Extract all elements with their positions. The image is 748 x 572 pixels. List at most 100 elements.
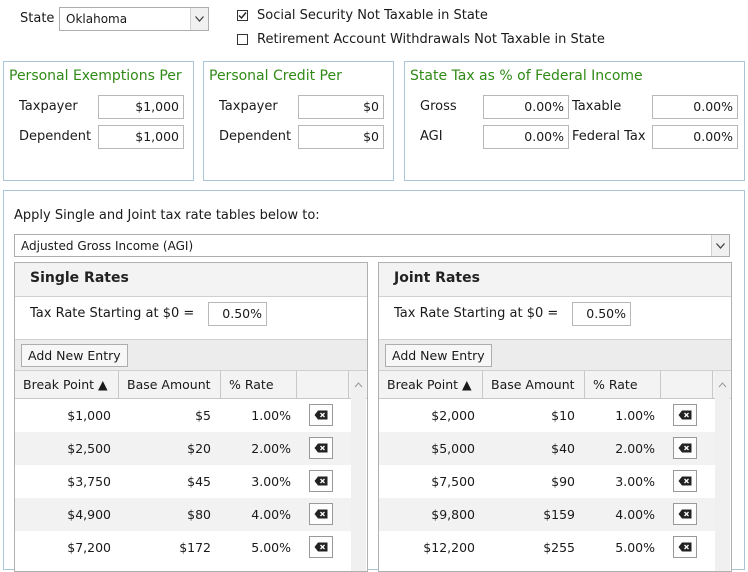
joint-add-entry-button[interactable]: Add New Entry [385, 344, 492, 367]
single-start-label: Tax Rate Starting at $0 = [30, 306, 195, 321]
exemptions-taxpayer-label: Taxpayer [19, 99, 78, 114]
single-start-field[interactable]: 0.50% [208, 302, 267, 326]
rate-cell[interactable]: 1.00% [615, 408, 655, 423]
breakpoint-cell[interactable]: $4,900 [67, 507, 111, 522]
exemptions-taxpayer-field[interactable]: $1,000 [98, 95, 184, 119]
delete-row-button[interactable] [673, 536, 697, 558]
state-tax-pct-title: State Tax as % of Federal Income [410, 68, 643, 84]
rate-cell[interactable]: 2.00% [251, 441, 291, 456]
credit-dependent-field[interactable]: $0 [298, 125, 384, 149]
delete-row-button[interactable] [309, 437, 333, 459]
breakpoint-cell[interactable]: $3,750 [67, 474, 111, 489]
credit-taxpayer-field[interactable]: $0 [298, 95, 384, 119]
backspace-icon [678, 509, 692, 519]
breakpoint-cell[interactable]: $2,000 [431, 408, 475, 423]
single-scrollbar[interactable] [351, 371, 366, 571]
table-row[interactable]: $2,000 $10 1.00% [379, 399, 715, 432]
table-row[interactable]: $7,500 $90 3.00% [379, 465, 715, 498]
single-add-entry-button[interactable]: Add New Entry [21, 344, 128, 367]
rate-cell[interactable]: 1.00% [251, 408, 291, 423]
taxable-label: Taxable [572, 99, 622, 114]
single-column-header: Break Point ▲ Base Amount % Rate [15, 371, 367, 399]
base-amount-cell[interactable]: $80 [187, 507, 211, 522]
delete-row-button[interactable] [309, 470, 333, 492]
breakpoint-cell[interactable]: $7,200 [67, 540, 111, 555]
retirement-not-taxable-checkbox[interactable] [237, 34, 248, 45]
rate-cell[interactable]: 5.00% [251, 540, 291, 555]
breakpoint-cell[interactable]: $2,500 [67, 441, 111, 456]
rate-cell[interactable]: 5.00% [615, 540, 655, 555]
credit-dependent-label: Dependent [219, 129, 292, 144]
single-col-rate[interactable]: % Rate [221, 371, 297, 398]
base-amount-cell[interactable]: $40 [551, 441, 575, 456]
apply-label: Apply Single and Joint tax rate tables b… [14, 208, 320, 223]
joint-toolbar: Add New Entry [379, 339, 731, 371]
single-rates-header: Single Rates [15, 263, 367, 297]
breakpoint-cell[interactable]: $12,200 [423, 540, 475, 555]
backspace-icon [314, 509, 328, 519]
checkmark-icon [238, 12, 247, 20]
table-row[interactable]: $1,000 $5 1.00% [15, 399, 351, 432]
delete-row-button[interactable] [673, 470, 697, 492]
rate-cell[interactable]: 3.00% [615, 474, 655, 489]
base-amount-cell[interactable]: $5 [195, 408, 211, 423]
federal-tax-field[interactable]: 0.00% [652, 125, 738, 149]
delete-row-button[interactable] [673, 404, 697, 426]
table-row[interactable]: $9,800 $159 4.00% [379, 498, 715, 531]
base-amount-cell[interactable]: $172 [179, 540, 211, 555]
table-row[interactable]: $3,750 $45 3.00% [15, 465, 351, 498]
single-col-breakpoint[interactable]: Break Point ▲ [15, 371, 119, 398]
state-select-value: Oklahoma [66, 12, 128, 26]
exemptions-dependent-field[interactable]: $1,000 [98, 125, 184, 149]
taxable-field[interactable]: 0.00% [652, 95, 738, 119]
delete-row-button[interactable] [309, 503, 333, 525]
agi-label: AGI [420, 129, 443, 144]
gross-field[interactable]: 0.00% [483, 95, 569, 119]
base-amount-cell[interactable]: $159 [543, 507, 575, 522]
rate-cell[interactable]: 4.00% [251, 507, 291, 522]
base-amount-cell[interactable]: $90 [551, 474, 575, 489]
breakpoint-cell[interactable]: $9,800 [431, 507, 475, 522]
table-row[interactable]: $7,200 $172 5.00% [15, 531, 351, 564]
breakpoint-cell[interactable]: $7,500 [431, 474, 475, 489]
base-amount-cell[interactable]: $20 [187, 441, 211, 456]
backspace-icon [314, 410, 328, 420]
base-amount-cell[interactable]: $45 [187, 474, 211, 489]
table-row[interactable]: $4,900 $80 4.00% [15, 498, 351, 531]
delete-row-button[interactable] [309, 536, 333, 558]
credit-group: Personal Credit Per Taxpayer $0 Dependen… [203, 61, 394, 181]
single-col-base-amount[interactable]: Base Amount [119, 371, 221, 398]
retirement-not-taxable-label: Retirement Account Withdrawals Not Taxab… [257, 32, 605, 47]
joint-col-action [661, 371, 713, 398]
state-select[interactable]: Oklahoma [59, 7, 209, 31]
rate-cell[interactable]: 4.00% [615, 507, 655, 522]
apply-select[interactable]: Adjusted Gross Income (AGI) [14, 234, 730, 257]
credit-taxpayer-label: Taxpayer [219, 99, 278, 114]
base-amount-cell[interactable]: $255 [543, 540, 575, 555]
backspace-icon [314, 476, 328, 486]
joint-col-breakpoint[interactable]: Break Point ▲ [379, 371, 483, 398]
joint-start-field[interactable]: 0.50% [572, 302, 631, 326]
delete-row-button[interactable] [673, 437, 697, 459]
table-row[interactable]: $5,000 $40 2.00% [379, 432, 715, 465]
rate-cell[interactable]: 2.00% [615, 441, 655, 456]
ss-not-taxable-checkbox[interactable] [237, 10, 248, 21]
joint-scrollbar[interactable] [715, 371, 730, 571]
delete-row-button[interactable] [309, 404, 333, 426]
joint-col-base-amount[interactable]: Base Amount [483, 371, 585, 398]
joint-col-rate[interactable]: % Rate [585, 371, 661, 398]
exemptions-group: Personal Exemptions Per Taxpayer $1,000 … [3, 61, 194, 181]
rate-cell[interactable]: 3.00% [251, 474, 291, 489]
table-row[interactable]: $12,200 $255 5.00% [379, 531, 715, 564]
state-label: State [20, 11, 55, 26]
table-row[interactable]: $2,500 $20 2.00% [15, 432, 351, 465]
federal-tax-label: Federal Tax [572, 129, 646, 144]
breakpoint-cell[interactable]: $5,000 [431, 441, 475, 456]
exemptions-dependent-label: Dependent [19, 129, 92, 144]
base-amount-cell[interactable]: $10 [551, 408, 575, 423]
joint-column-header: Break Point ▲ Base Amount % Rate [379, 371, 731, 399]
delete-row-button[interactable] [673, 503, 697, 525]
backspace-icon [678, 410, 692, 420]
breakpoint-cell[interactable]: $1,000 [67, 408, 111, 423]
agi-field[interactable]: 0.00% [483, 125, 569, 149]
